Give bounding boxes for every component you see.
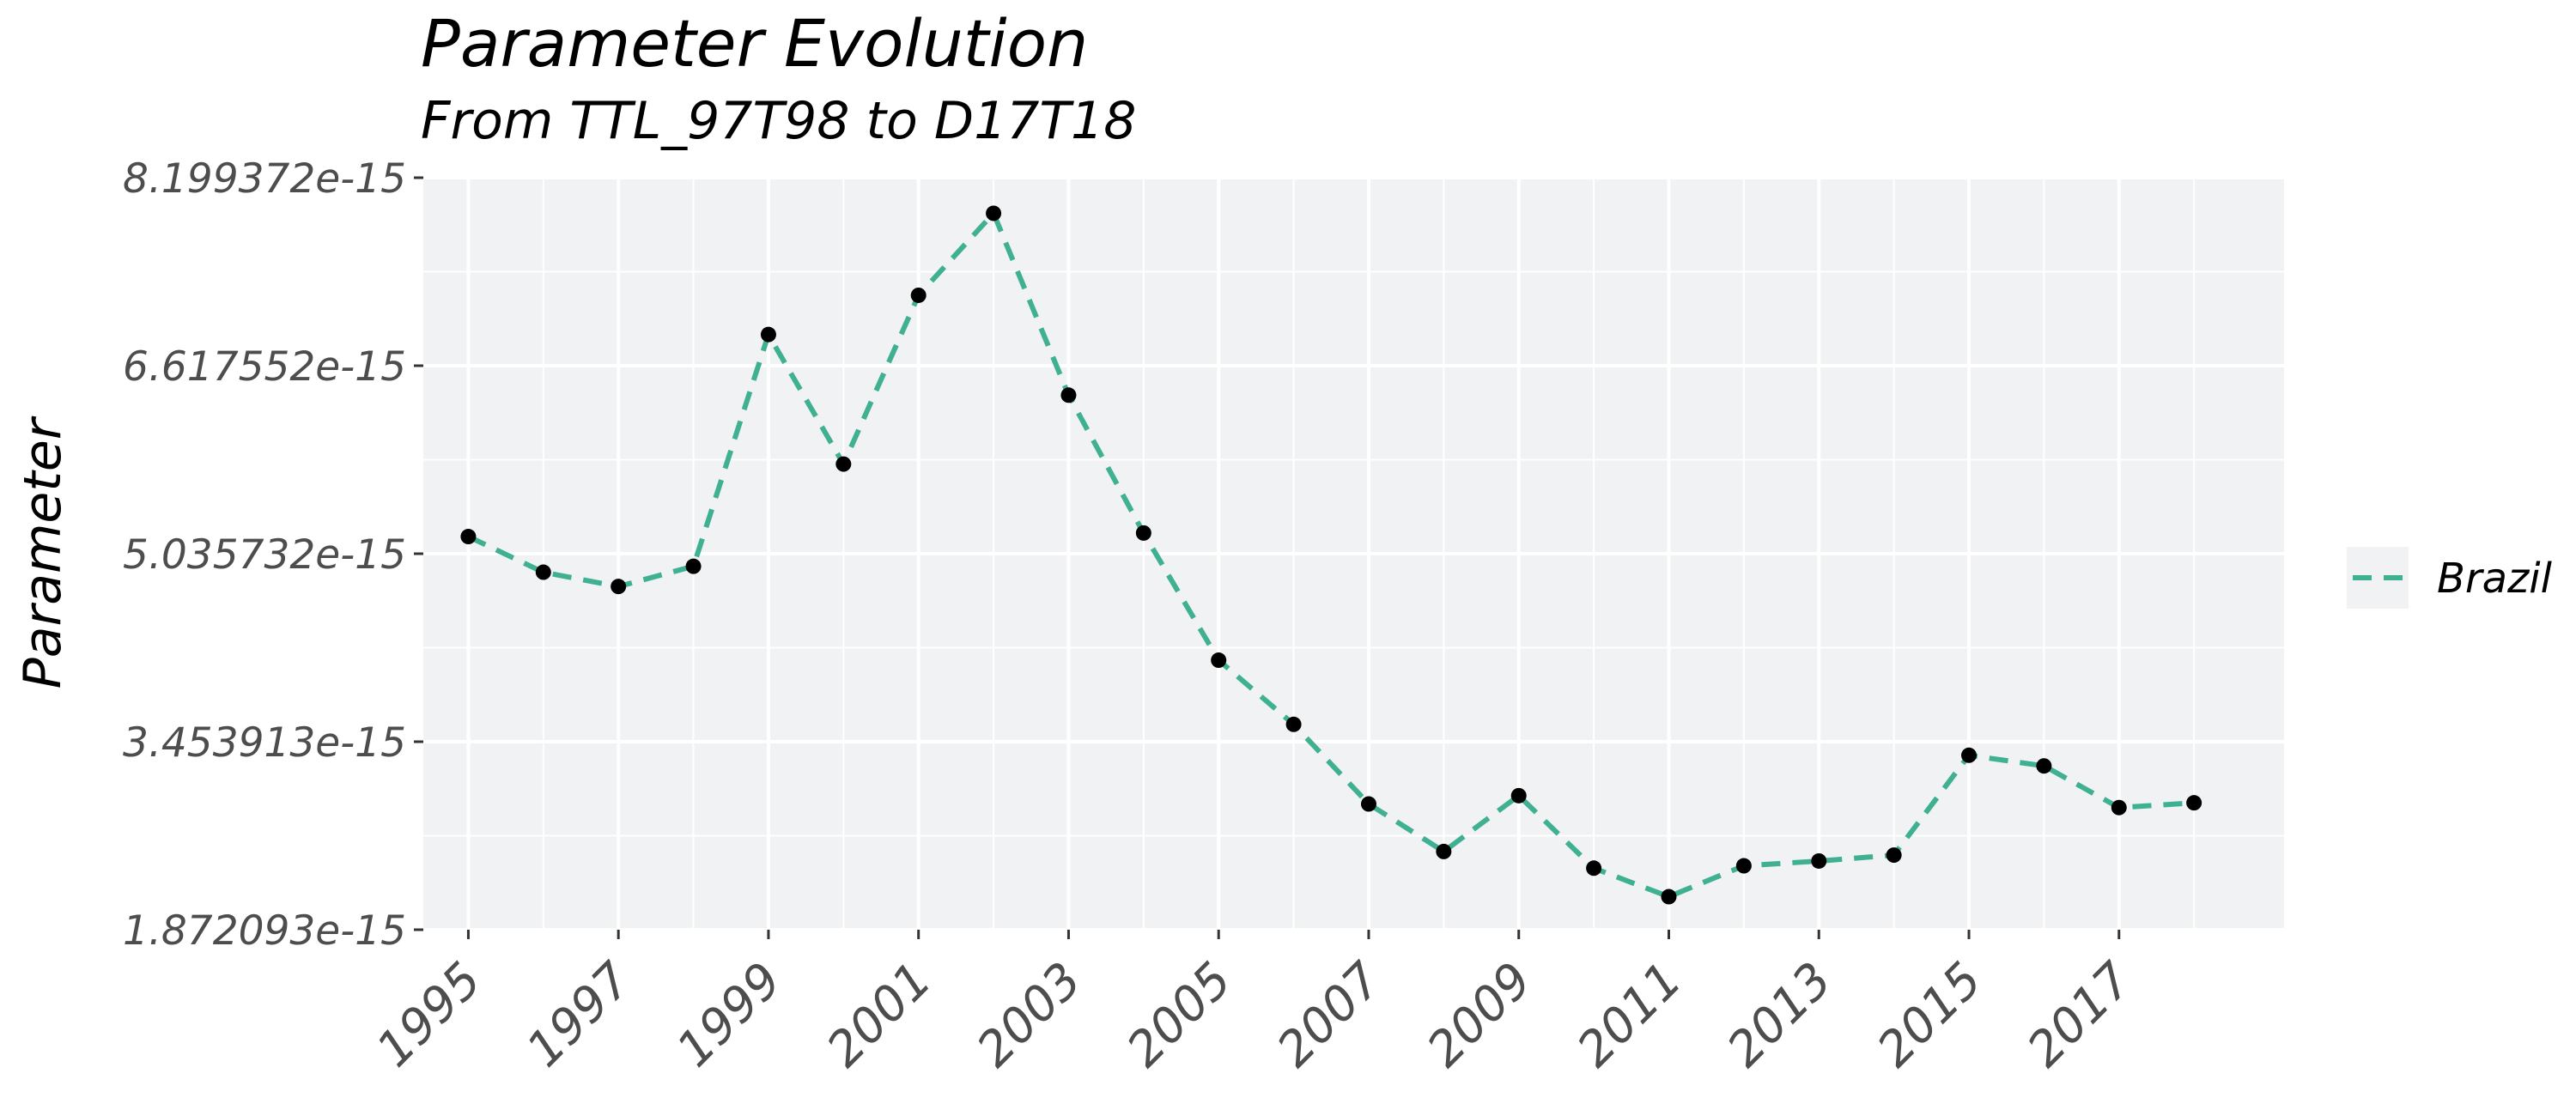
data-point bbox=[1735, 858, 1752, 874]
y-axis-title: Parameter bbox=[13, 415, 73, 688]
x-tick-label: 2017 bbox=[2017, 952, 2143, 1078]
x-tick-label: 1995 bbox=[367, 952, 493, 1078]
data-point bbox=[611, 579, 627, 595]
data-point bbox=[1586, 860, 1602, 876]
data-point bbox=[1436, 843, 1452, 859]
grid-major bbox=[423, 176, 2284, 931]
legend: Brazil bbox=[2347, 547, 2553, 609]
x-tick-label: 1999 bbox=[666, 952, 793, 1078]
data-point bbox=[986, 205, 1002, 221]
x-tick-label: 2007 bbox=[1267, 952, 1393, 1078]
series-line-brazil bbox=[467, 210, 2195, 900]
x-tick-label: 2009 bbox=[1417, 952, 1543, 1078]
chart-title: Parameter Evolution bbox=[421, 5, 1089, 82]
data-point bbox=[835, 456, 852, 472]
data-point bbox=[1135, 525, 1151, 541]
data-point bbox=[1661, 889, 1677, 905]
y-tick-label: 6.617552e-15 bbox=[123, 343, 406, 391]
x-tick-label: 2013 bbox=[1716, 952, 1843, 1078]
data-point bbox=[1360, 796, 1376, 812]
y-tick-label: 3.453913e-15 bbox=[123, 719, 406, 767]
data-point bbox=[2036, 758, 2052, 774]
legend-label: Brazil bbox=[2437, 555, 2553, 603]
x-tick-label: 2015 bbox=[1867, 952, 1993, 1078]
data-point bbox=[1211, 652, 1227, 669]
points-layer bbox=[460, 205, 2202, 905]
data-point bbox=[1285, 716, 1302, 732]
data-point bbox=[760, 326, 776, 343]
x-tick-label: 2005 bbox=[1116, 952, 1242, 1078]
y-tick-label: 5.035732e-15 bbox=[123, 531, 406, 579]
y-tick-label: 8.199372e-15 bbox=[123, 155, 406, 203]
data-point bbox=[2186, 795, 2202, 811]
data-point bbox=[2111, 799, 2127, 816]
data-point bbox=[1961, 747, 1978, 763]
x-tick-label: 2001 bbox=[817, 952, 943, 1078]
series-layer bbox=[467, 210, 2195, 900]
x-tick-label: 2003 bbox=[967, 952, 1093, 1078]
data-point bbox=[910, 287, 927, 303]
x-axis: 1995 1997 1999 2001 2003 2005 2007 2009 2011 2013… bbox=[367, 930, 2143, 1078]
x-tick-label: 1997 bbox=[516, 952, 642, 1078]
data-point bbox=[535, 564, 551, 580]
data-point bbox=[685, 558, 702, 574]
chart-subtitle: From TTL_97T98 to D17T18 bbox=[421, 91, 1137, 151]
data-point bbox=[1510, 787, 1527, 804]
y-tick-label: 1.872093e-15 bbox=[123, 907, 406, 955]
data-point bbox=[460, 529, 477, 545]
y-axis: 1.872093e-15 3.453913e-15 5.035732e-15 6.61… bbox=[123, 155, 423, 955]
data-point bbox=[1886, 847, 1902, 864]
x-tick-label: 2011 bbox=[1567, 952, 1693, 1078]
data-point bbox=[1811, 852, 1827, 869]
data-point bbox=[1060, 387, 1077, 403]
